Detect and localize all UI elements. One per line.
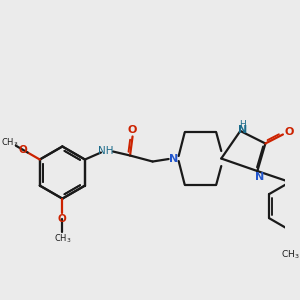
Text: O: O bbox=[128, 125, 137, 135]
Text: CH$_3$: CH$_3$ bbox=[280, 248, 299, 261]
Text: O: O bbox=[284, 127, 294, 137]
Text: NH: NH bbox=[98, 146, 114, 155]
Text: O: O bbox=[58, 214, 67, 224]
Text: N: N bbox=[255, 172, 265, 182]
Text: CH$_3$: CH$_3$ bbox=[54, 232, 71, 245]
Text: H: H bbox=[239, 120, 246, 129]
Text: CH$_3$: CH$_3$ bbox=[1, 137, 18, 149]
Text: O: O bbox=[19, 145, 28, 155]
Text: N: N bbox=[169, 154, 178, 164]
Text: N: N bbox=[238, 125, 247, 135]
